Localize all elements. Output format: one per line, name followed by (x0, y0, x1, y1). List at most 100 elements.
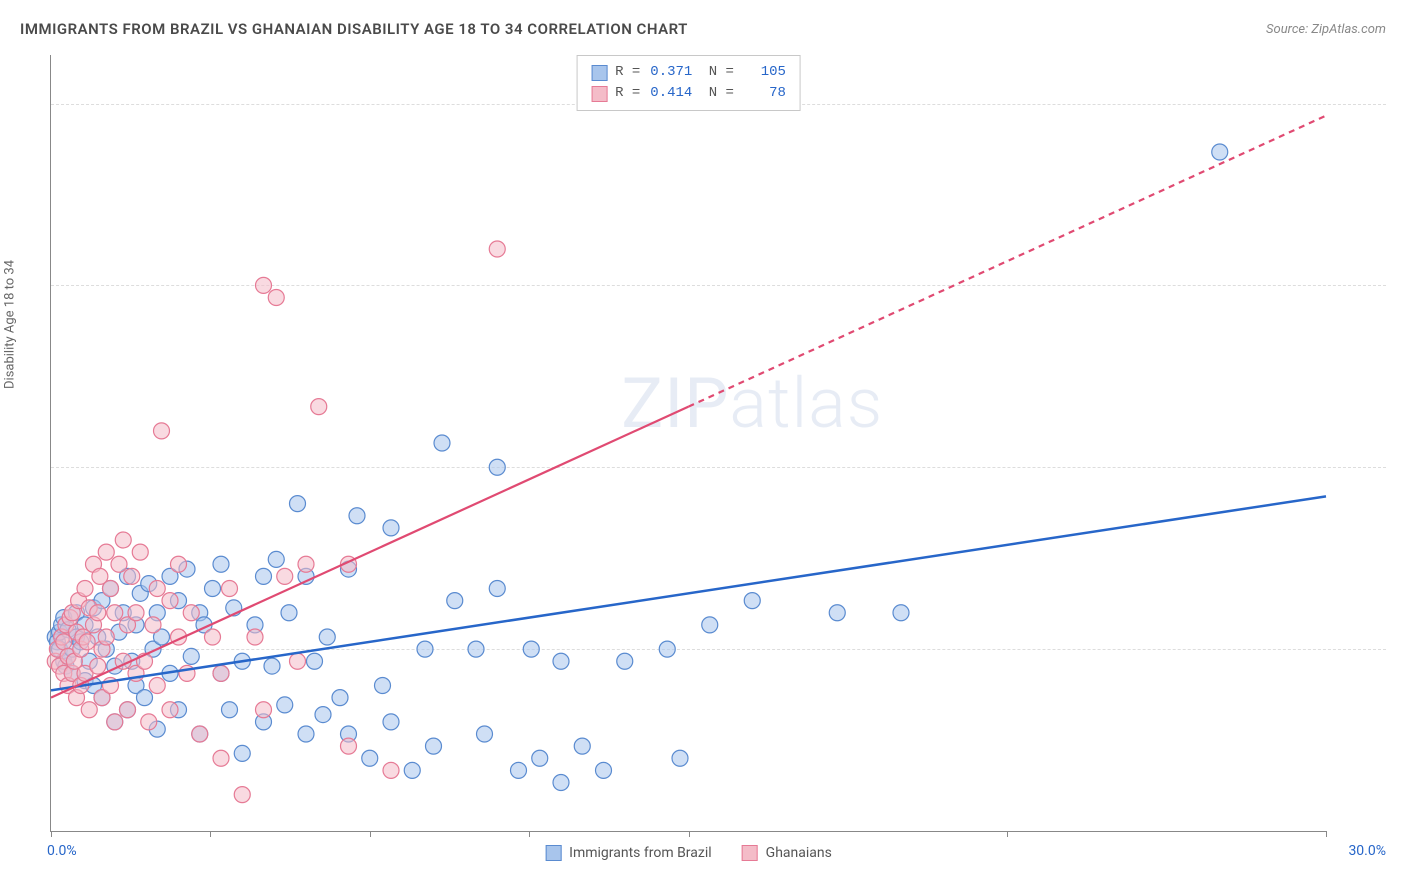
data-point (553, 653, 569, 669)
data-point (128, 605, 144, 621)
data-point (145, 617, 161, 633)
data-point (137, 690, 153, 706)
data-point (417, 641, 433, 657)
legend-label: Ghanaians (766, 845, 832, 861)
data-point (98, 629, 114, 645)
data-point (341, 738, 357, 754)
stat-r-value: 0.371 (648, 62, 692, 83)
regression-line (51, 496, 1326, 690)
data-point (192, 726, 208, 742)
data-point (315, 707, 331, 723)
stat-n-label: N = (700, 62, 734, 83)
stat-n-value: 78 (742, 83, 786, 104)
legend-label: Immigrants from Brazil (569, 845, 712, 861)
data-point (222, 702, 238, 718)
data-point (511, 762, 527, 778)
data-point (149, 581, 165, 597)
stat-r-label: R = (615, 83, 640, 104)
stat-n-label: N = (700, 83, 734, 104)
data-point (311, 399, 327, 415)
data-point (256, 277, 272, 293)
data-point (383, 762, 399, 778)
data-point (553, 775, 569, 791)
data-point (307, 653, 323, 669)
data-point (247, 629, 263, 645)
data-point (81, 702, 97, 718)
data-point (256, 568, 272, 584)
data-point (124, 568, 140, 584)
legend-swatch (591, 65, 607, 81)
data-point (141, 714, 157, 730)
data-point (205, 581, 221, 597)
data-point (162, 702, 178, 718)
data-point (298, 726, 314, 742)
data-point (268, 290, 284, 306)
legend-stats-row: R = 0.414 N = 78 (591, 83, 786, 104)
data-point (617, 653, 633, 669)
data-point (426, 738, 442, 754)
y-axis-label: Disability Age 18 to 34 (3, 260, 18, 389)
legend-swatch (545, 845, 561, 861)
data-point (574, 738, 590, 754)
data-point (404, 762, 420, 778)
data-point (468, 641, 484, 657)
data-point (234, 745, 250, 761)
data-point (90, 605, 106, 621)
data-point (362, 750, 378, 766)
data-point (319, 629, 335, 645)
data-point (98, 544, 114, 560)
data-point (162, 593, 178, 609)
data-point (213, 556, 229, 572)
data-point (489, 241, 505, 257)
x-tick (1326, 831, 1327, 837)
data-point (596, 762, 612, 778)
data-point (111, 556, 127, 572)
x-axis-max-label: 30.0% (1348, 843, 1386, 859)
stat-n-value: 105 (742, 62, 786, 83)
data-point (222, 581, 238, 597)
stat-r-value: 0.414 (648, 83, 692, 104)
data-point (477, 726, 493, 742)
data-point (383, 520, 399, 536)
data-point (120, 702, 136, 718)
data-point (154, 423, 170, 439)
legend-swatch (742, 845, 758, 861)
data-point (90, 658, 106, 674)
x-axis-min-label: 0.0% (47, 843, 77, 859)
data-point (375, 678, 391, 694)
data-point (702, 617, 718, 633)
data-point (290, 496, 306, 512)
data-point (447, 593, 463, 609)
data-point (744, 593, 760, 609)
data-point (256, 702, 272, 718)
data-point (213, 750, 229, 766)
data-point (383, 714, 399, 730)
x-tick (689, 831, 690, 837)
data-point (672, 750, 688, 766)
data-point (893, 605, 909, 621)
legend-stats-row: R = 0.371 N = 105 (591, 62, 786, 83)
data-point (107, 714, 123, 730)
data-point (332, 690, 348, 706)
data-point (489, 581, 505, 597)
stat-r-label: R = (615, 62, 640, 83)
data-point (829, 605, 845, 621)
data-point (268, 551, 284, 567)
data-point (234, 787, 250, 803)
data-point (277, 568, 293, 584)
data-point (149, 678, 165, 694)
data-point (77, 581, 93, 597)
legend-item: Immigrants from Brazil (545, 845, 712, 861)
x-tick (210, 831, 211, 837)
x-tick (529, 831, 530, 837)
plot-area: ZIPatlas 7.5%15.0%22.5%30.0% R = 0.371 N… (50, 55, 1326, 832)
data-point (79, 634, 95, 650)
data-point (205, 629, 221, 645)
data-point (107, 605, 123, 621)
source-attribution: Source: ZipAtlas.com (1266, 22, 1386, 37)
data-point (434, 435, 450, 451)
data-point (171, 556, 187, 572)
scatter-plot-svg (51, 55, 1326, 831)
data-point (532, 750, 548, 766)
data-point (103, 581, 119, 597)
